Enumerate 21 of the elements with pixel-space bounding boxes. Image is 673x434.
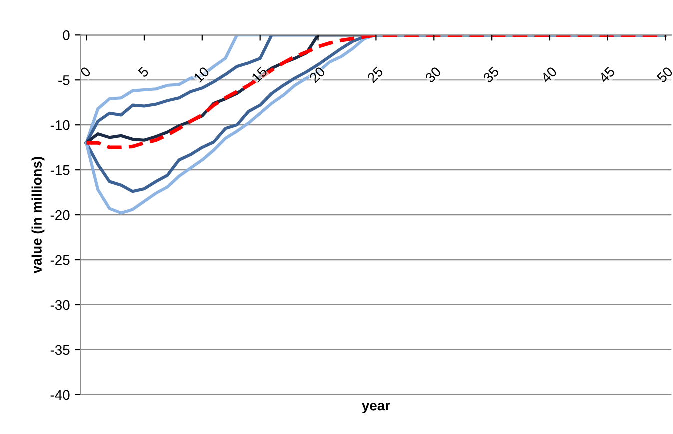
y-tick-label: -20 <box>50 210 70 220</box>
x-tick-label: 5 <box>138 66 150 78</box>
x-tick-label: 0 <box>80 66 92 78</box>
x-tick-label: 35 <box>482 66 500 84</box>
y-tick-label: -25 <box>50 255 70 266</box>
x-tick-label: 25 <box>366 66 384 84</box>
y-tick-label: 0 <box>63 30 70 40</box>
x-tick-label: 20 <box>308 66 326 84</box>
x-tick-label: 45 <box>598 66 616 84</box>
x-tick-label: 10 <box>193 66 210 84</box>
y-tick-label: -5 <box>58 76 70 86</box>
y-tick-label: -10 <box>50 120 70 130</box>
x-tick-label: 30 <box>424 66 442 84</box>
y-tick-label: -35 <box>50 345 70 356</box>
x-tick-label: 40 <box>540 66 558 84</box>
x-axis-title: year <box>362 403 390 414</box>
y-axis-title: value (in millions) <box>32 157 45 274</box>
y-tick-label: -30 <box>50 300 70 310</box>
y-tick-label: -15 <box>50 166 70 176</box>
y-tick-label: -40 <box>50 390 70 400</box>
x-tick-label: 15 <box>251 66 268 84</box>
